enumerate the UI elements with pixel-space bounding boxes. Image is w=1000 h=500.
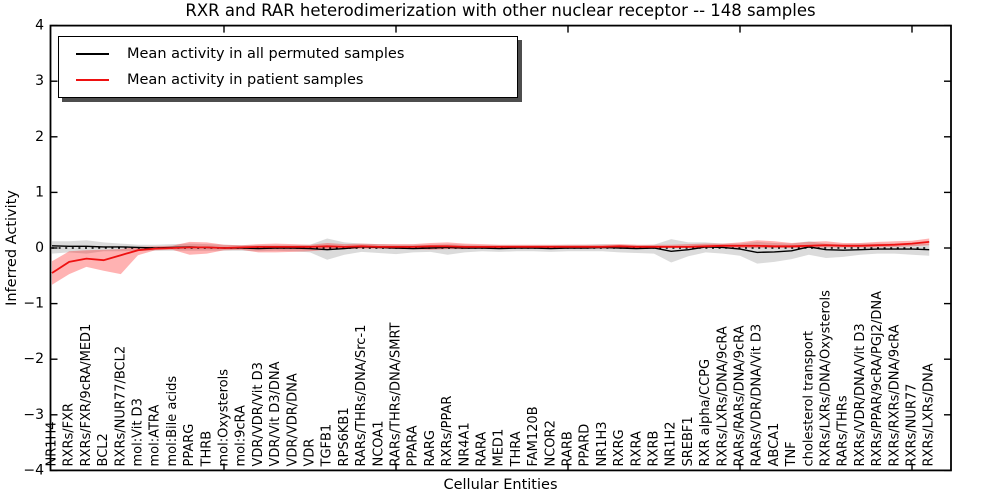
x-category-label: VDR/VDR/Vit D3 [251,362,266,466]
x-category-label: RARs/THRs [836,395,851,466]
patient-band [52,238,930,285]
x-category-label: THRB [199,431,214,468]
legend: Mean activity in all permuted samples Me… [58,36,518,98]
x-category-label: RARs/VDR/DNA/Vit D3 [750,324,765,467]
x-axis-label: Cellular Entities [443,477,558,493]
x-category-label: NR4A1 [457,422,472,466]
x-category-label: BCL2 [96,433,111,466]
x-category-label: NCOA1 [371,421,386,467]
chart-title: RXR and RAR heterodimerization with othe… [185,1,816,20]
permuted-band [52,238,930,264]
y-tick-label: 1 [35,184,44,200]
x-category-label: mol:9cRA [234,405,249,467]
x-category-label: RXRs/LXRs/DNA/Oxysterols [819,290,834,467]
x-category-label: RXRG [612,429,627,466]
x-category-label: VDR/VDR/DNA [285,373,300,466]
x-category-label: RXRA [629,431,644,466]
x-category-label: RXR alpha/CCPG [698,359,713,467]
patient-mean-line [51,241,930,274]
legend-black-line-icon [76,53,109,56]
legend-label-patient: Mean activity in patient samples [127,71,364,88]
x-category-label: RXRB [647,431,662,467]
x-category-label: RARs/THRs/DNA/Src-1 [354,325,369,467]
x-category-label: mol:Oxysterols [217,369,232,467]
x-category-label: MED1 [492,429,507,467]
x-category-label: VDR/Vit D3/DNA [268,361,283,466]
x-category-label: RXRs/FXR/9cRA/MED1 [79,324,94,467]
x-category-label: NCOR2 [543,420,558,466]
x-category-label: PPARG [182,424,197,467]
x-category-label: RXRs/PPAR [440,396,455,467]
x-category-label: RXRs/RXRs/DNA/9cRA [887,324,902,466]
x-category-label: NR1H2 [664,421,679,466]
legend-item-permuted: Mean activity in all permuted samples [59,46,517,62]
x-category-label: NR1H3 [595,421,610,466]
x-category-label: RXRs/PPAR/9cRA/PGJ2/DNA [870,291,885,467]
x-category-label: FAM120B [526,406,541,466]
y-tick-label: 4 [35,18,44,34]
legend-label-permuted: Mean activity in all permuted samples [127,46,405,63]
x-category-label: ABCA1 [767,423,782,467]
y-tick-label: −4 [23,462,44,478]
x-category-label: SREBF1 [681,416,696,466]
x-category-label: TGFB1 [320,424,335,468]
x-category-label: mol:ATRA [148,405,163,467]
x-category-label: RARs/THRs/DNA/SMRT [389,322,404,466]
y-tick-label: −3 [23,407,44,423]
x-category-label: RXRs/NUR77 [905,384,920,467]
x-category-label: PPARD [578,424,593,467]
x-category-label: PPARA [406,425,421,466]
x-category-label: RXRs/LXRs/DNA/9cRA [715,326,730,466]
x-category-label: RARs/RARs/DNA/9cRA [733,325,748,466]
x-category-label: RXRs/LXRs/DNA [922,363,937,466]
x-category-label: TNF [784,441,799,467]
x-category-label: VDR [303,439,318,467]
x-category-label: mol:Bile acids [165,376,180,467]
x-category-label: RARB [561,431,576,466]
y-tick-label: −2 [23,351,44,367]
y-tick-label: 0 [35,240,44,256]
x-category-label: NR1H4 [45,421,60,466]
x-category-label: RARA [475,432,490,467]
x-category-label: RXRs/FXR [62,403,77,467]
y-tick-label: 3 [35,73,44,89]
x-category-label: RXRs/NUR77/BCL2 [113,346,128,467]
x-category-label: RXRs/VDR/DNA/Vit D3 [853,323,868,466]
y-tick-label: 2 [35,129,44,145]
x-category-label: RPS6KB1 [337,407,352,466]
legend-item-patient: Mean activity in patient samples [59,72,517,88]
x-category-label: THRA [509,431,524,467]
x-category-label: mol:Vit D3 [131,398,146,466]
y-tick-label: −1 [23,296,44,312]
legend-red-line-icon [76,78,109,81]
x-category-label: RARG [423,430,438,467]
x-category-label: cholesterol transport [801,331,816,467]
